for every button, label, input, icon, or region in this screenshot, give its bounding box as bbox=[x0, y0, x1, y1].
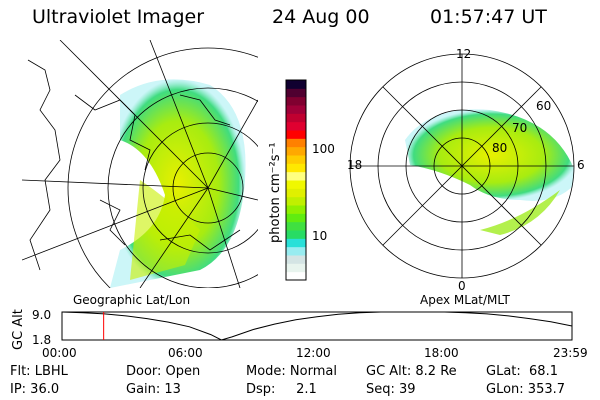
colorbar-tick-10: 10 bbox=[312, 229, 327, 243]
instrument-title: Ultraviolet Imager bbox=[32, 6, 205, 28]
altitude-line bbox=[61, 311, 573, 341]
altitude-plot: GC Alt 9.0 1.8 00:00 06:00 12:00 18:00 2… bbox=[11, 308, 588, 360]
gc-alt-value: GC Alt: 8.2 Re bbox=[366, 364, 457, 379]
colorbar-segment bbox=[286, 246, 306, 256]
colorbar-segment bbox=[286, 171, 306, 181]
colorbar-segment bbox=[286, 255, 306, 264]
colorbar bbox=[286, 80, 306, 281]
colorbar-segment bbox=[286, 113, 306, 123]
colorbar-segment bbox=[286, 221, 306, 231]
date-label: 24 Aug 00 bbox=[272, 6, 370, 28]
colorbar-segment bbox=[286, 271, 306, 281]
colorbar-segment bbox=[286, 163, 306, 173]
left-panel-label: Geographic Lat/Lon bbox=[73, 293, 190, 307]
mlt-label-12: 12 bbox=[456, 47, 471, 61]
xtick-0: 00:00 bbox=[42, 346, 77, 360]
gain-value: Gain: 13 bbox=[126, 382, 181, 397]
colorbar-segment bbox=[286, 213, 306, 223]
colorbar-unit-label: photon cm⁻²s⁻¹ bbox=[268, 142, 283, 243]
seq-value: Seq: 39 bbox=[366, 382, 416, 397]
colorbar-segment bbox=[286, 230, 306, 239]
colorbar-segment bbox=[286, 188, 306, 198]
colorbar-segment bbox=[286, 180, 306, 189]
door-value: Door: Open bbox=[126, 364, 201, 379]
glat-value: GLat: 68.1 bbox=[486, 364, 558, 379]
altitude-axis-label: GC Alt bbox=[11, 309, 26, 350]
ytick-max: 9.0 bbox=[32, 308, 51, 322]
colorbar-segment bbox=[286, 80, 306, 89]
colorbar-segment bbox=[286, 138, 306, 148]
ip-value: IP: 36.0 bbox=[10, 382, 60, 397]
right-panel-label: Apex MLat/MLT bbox=[420, 293, 510, 307]
mlt-label-0: 0 bbox=[458, 279, 466, 293]
time-label: 01:57:47 UT bbox=[430, 6, 547, 28]
colorbar-segment bbox=[286, 263, 306, 273]
glon-value: GLon: 353.7 bbox=[486, 382, 566, 397]
colorbar-segment bbox=[286, 196, 306, 206]
xtick-1: 06:00 bbox=[168, 346, 203, 360]
dsp-value: Dsp: 2.1 bbox=[246, 382, 317, 397]
colorbar-segment bbox=[286, 130, 306, 139]
geographic-image bbox=[22, 40, 258, 288]
colorbar-segment bbox=[286, 121, 306, 131]
mlt-label-6: 6 bbox=[577, 158, 585, 172]
xtick-3: 18:00 bbox=[424, 346, 459, 360]
mlat-label-80: 80 bbox=[492, 141, 507, 155]
mlt-polar-plot: 12 18 6 0 60 70 80 bbox=[347, 47, 585, 293]
colorbar-segment bbox=[286, 205, 306, 214]
ytick-min: 1.8 bbox=[32, 333, 51, 347]
filter-value: Flt: LBHL bbox=[10, 364, 68, 379]
colorbar-segment bbox=[286, 238, 306, 248]
mode-value: Mode: Normal bbox=[246, 364, 337, 379]
colorbar-segment bbox=[286, 105, 306, 114]
xtick-4: 23:59 bbox=[553, 346, 588, 360]
colorbar-segment bbox=[286, 96, 306, 106]
xtick-2: 12:00 bbox=[296, 346, 331, 360]
mlat-label-70: 70 bbox=[512, 121, 527, 135]
colorbar-segment bbox=[286, 155, 306, 164]
colorbar-segment bbox=[286, 146, 306, 156]
mlt-label-18: 18 bbox=[347, 158, 362, 172]
colorbar-segment bbox=[286, 88, 306, 98]
colorbar-tick-100: 100 bbox=[312, 142, 335, 156]
aurora-emission-right bbox=[405, 109, 574, 201]
mlat-label-60: 60 bbox=[536, 99, 551, 113]
